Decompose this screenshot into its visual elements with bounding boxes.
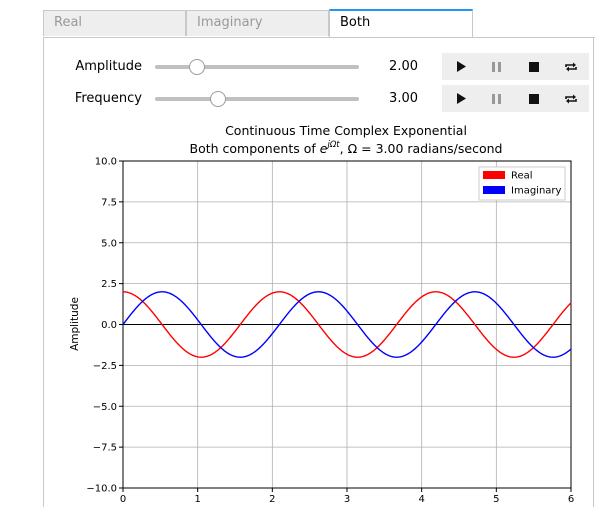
tab-bar: Real Imaginary Both (43, 9, 595, 38)
pause-icon (492, 93, 501, 104)
chart-subtitle: Both components of ejΩt, Ω = 3.00 radian… (190, 140, 503, 156)
frequency-value: 3.00 (389, 91, 418, 106)
y-tick-label: 2.5 (101, 279, 117, 290)
amplitude-slider-track[interactable] (155, 65, 359, 69)
series-line-real (122, 291, 572, 358)
x-tick-label: 2 (269, 494, 275, 505)
subtitle-suffix: , Ω = 3.00 radians/second (340, 141, 503, 156)
tab-both[interactable]: Both (329, 9, 473, 37)
play-icon (456, 93, 466, 104)
stop-icon (528, 93, 539, 104)
y-tick-label: 7.5 (101, 197, 117, 208)
frequency-slider-track[interactable] (155, 97, 359, 101)
series-line-imaginary (122, 291, 572, 358)
amplitude-label: Amplitude (75, 59, 142, 74)
y-tick-label: −10.0 (86, 484, 117, 495)
y-axis-label: Amplitude (69, 297, 81, 351)
loop-icon (564, 62, 577, 71)
pause-icon (492, 61, 501, 72)
legend-label-real: Real (511, 171, 533, 182)
legend: Real Imaginary (478, 166, 566, 201)
stop-icon (528, 61, 539, 72)
tab-imaginary[interactable]: Imaginary (186, 10, 329, 36)
y-tick-label: −7.5 (93, 443, 117, 454)
y-tick-label: 10.0 (95, 157, 117, 168)
y-tick-label: −2.5 (93, 361, 117, 372)
y-tick-label: 5.0 (101, 238, 117, 249)
y-tick-label: 0.0 (101, 320, 117, 331)
x-tick-label: 4 (418, 494, 424, 505)
x-tick-label: 3 (344, 494, 350, 505)
x-tick-label: 6 (568, 494, 574, 505)
tab-real[interactable]: Real (43, 10, 186, 36)
chart-title: Continuous Time Complex Exponential (225, 123, 467, 138)
legend-label-imaginary: Imaginary (511, 186, 562, 197)
series (122, 291, 572, 358)
frequency-stop-button[interactable] (515, 85, 552, 112)
amplitude-stop-button[interactable] (515, 53, 552, 80)
amplitude-value: 2.00 (389, 59, 418, 74)
frequency-slider-handle[interactable] (210, 91, 226, 107)
x-tick-label: 5 (493, 494, 499, 505)
legend-swatch-real (483, 171, 505, 179)
frequency-loop-button[interactable] (552, 85, 589, 112)
loop-icon (564, 94, 577, 103)
frequency-pause-button[interactable] (478, 85, 515, 112)
play-icon (456, 61, 466, 72)
subtitle-exponent: jΩt (326, 140, 340, 150)
y-tick-label: −5.0 (93, 402, 117, 413)
legend-swatch-imaginary (483, 186, 505, 194)
subtitle-e: e (320, 141, 328, 156)
amplitude-loop-button[interactable] (552, 53, 589, 80)
x-tick-label: 0 (120, 494, 126, 505)
ticks: 0 1 2 3 4 5 6 10.0 7.5 5.0 2.5 0.0 −2.5 −5.0 −7.5 −10.0 (86, 157, 574, 506)
amplitude-play-button[interactable] (442, 53, 479, 80)
tab-panel (43, 37, 594, 507)
subtitle-prefix: Both components of (190, 141, 320, 156)
x-tick-label: 1 (194, 494, 200, 505)
amplitude-slider-handle[interactable] (189, 59, 205, 75)
frequency-label: Frequency (74, 91, 142, 106)
frequency-play-button[interactable] (442, 85, 479, 112)
amplitude-pause-button[interactable] (478, 53, 515, 80)
